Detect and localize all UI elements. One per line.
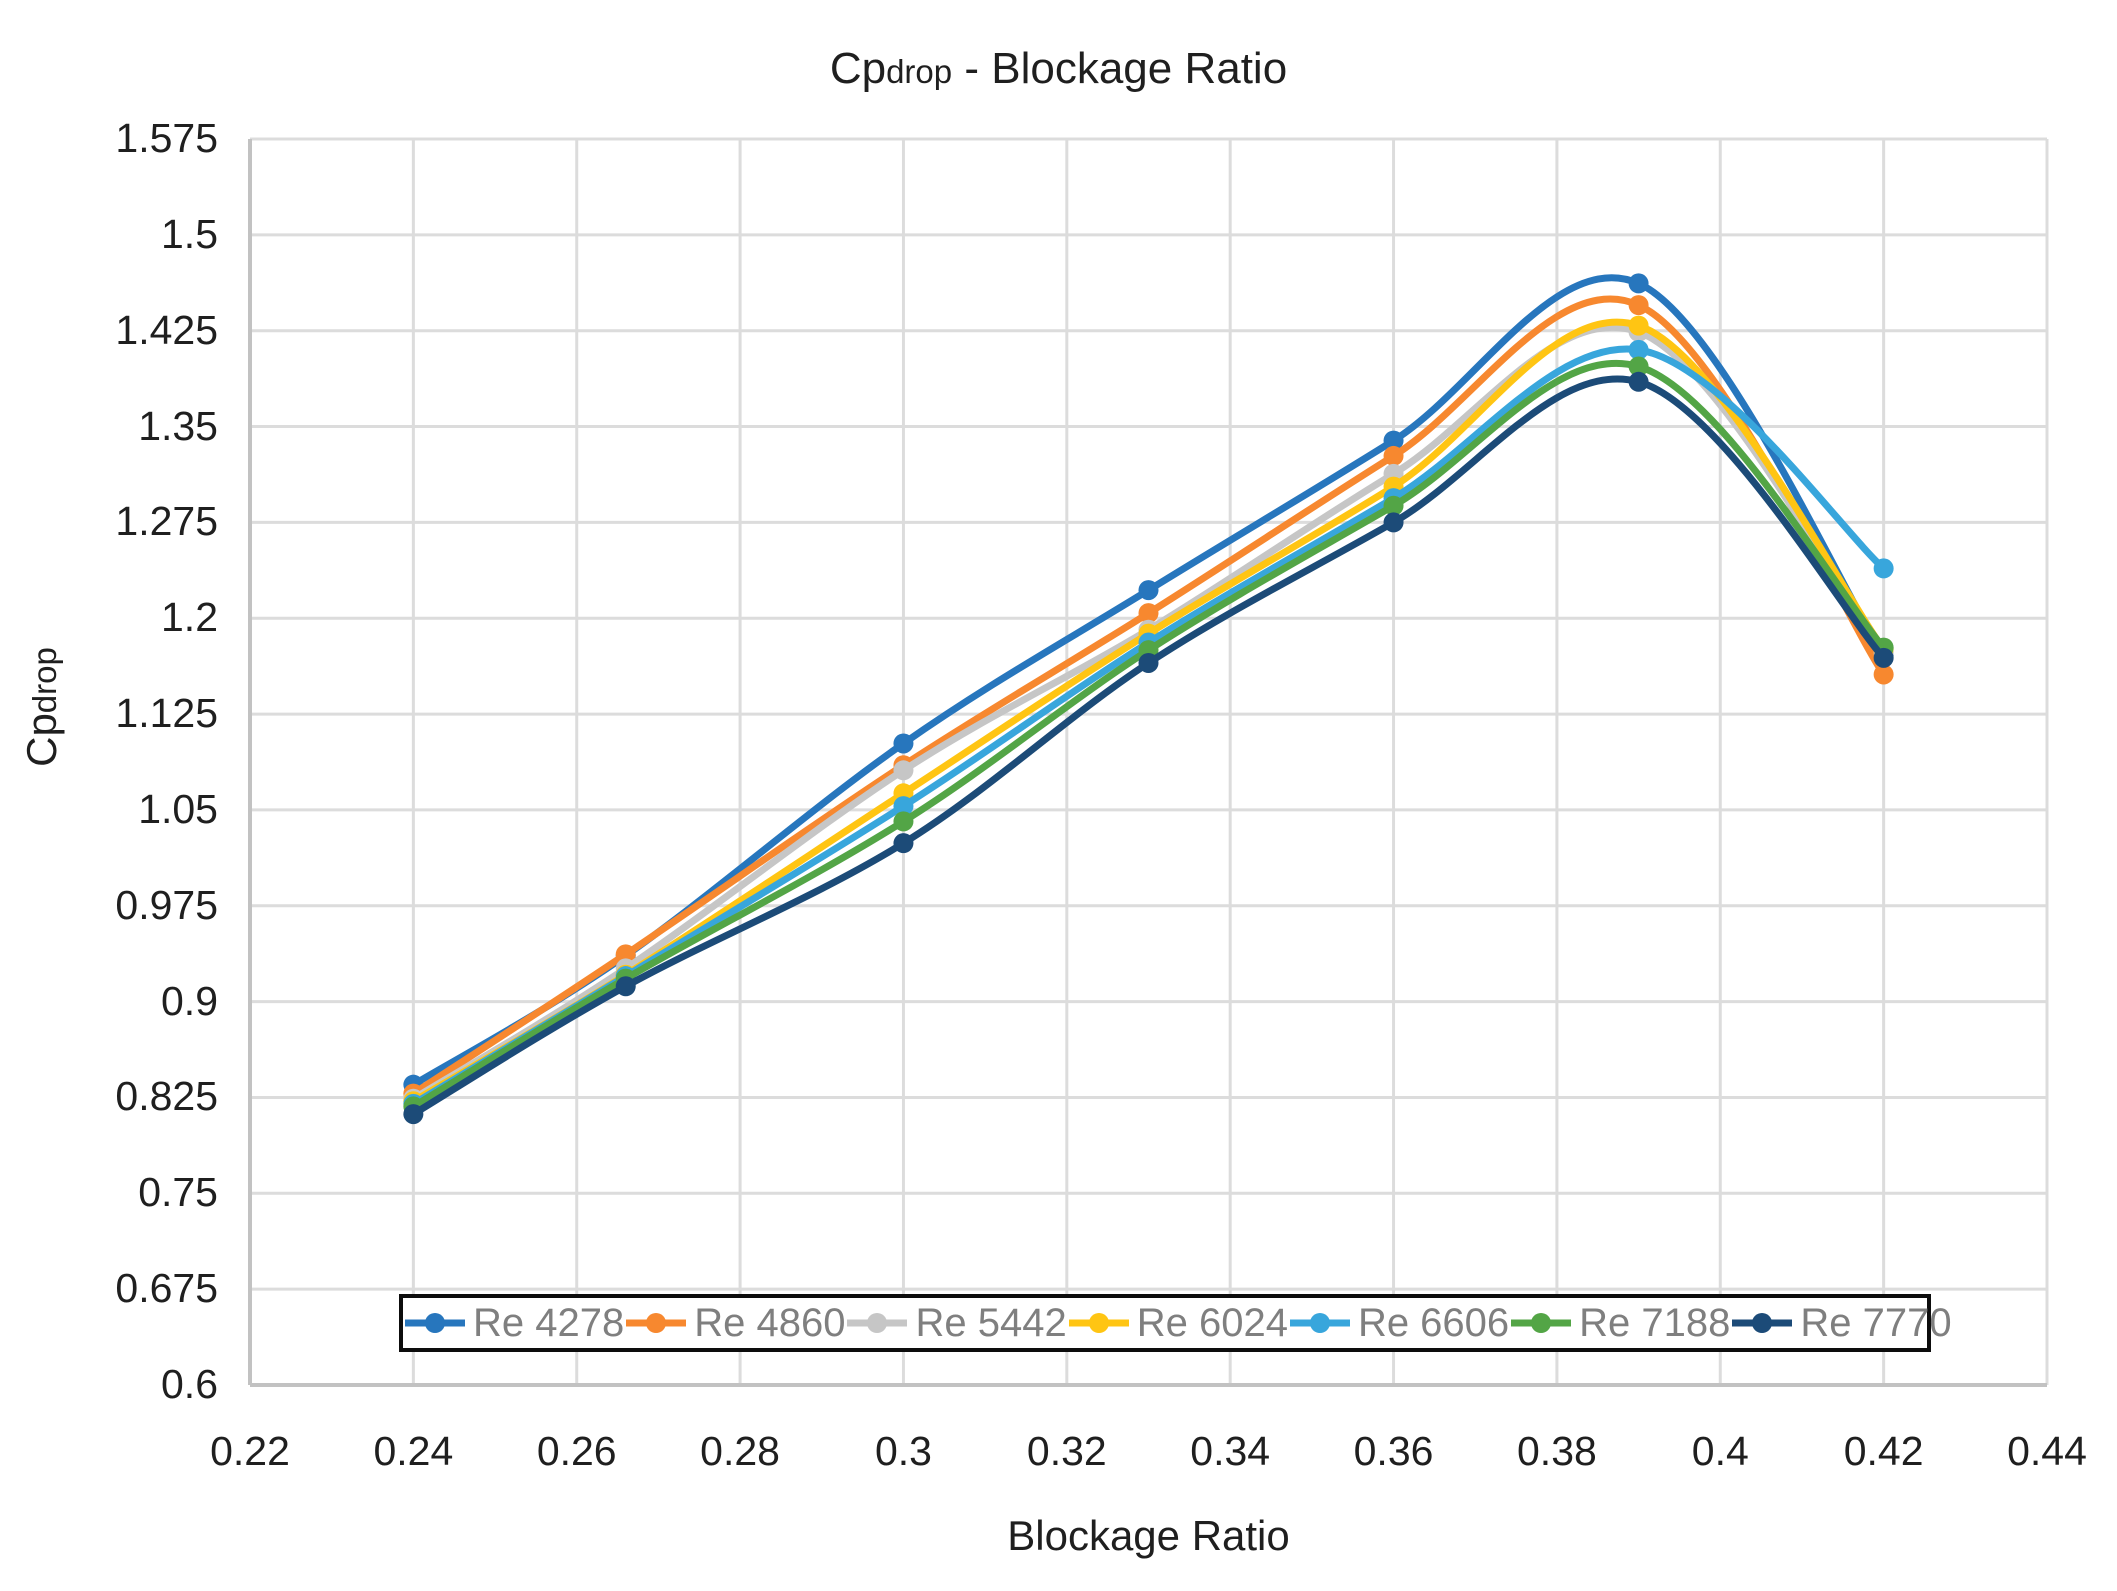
x-tick-label: 0.22: [210, 1428, 290, 1474]
legend-item-re-7770: Re 7770: [1730, 1300, 1952, 1346]
legend-item-label: Re 6606: [1357, 1300, 1510, 1345]
legend-item-re-5442: Re 5442: [845, 1300, 1067, 1346]
legend-item-re-4278: Re 4278: [403, 1301, 624, 1346]
data-point: [1873, 647, 1894, 668]
legend-item-label: Re 7188: [1579, 1300, 1731, 1345]
y-tick-label: 1.125: [115, 690, 218, 737]
series-line-re-4860: [409, 295, 1888, 1098]
data-point: [1383, 430, 1404, 451]
data-point: [1383, 512, 1404, 533]
legend-item-re-7188: Re 7188: [1509, 1301, 1730, 1346]
data-point: [1138, 580, 1159, 601]
data-point: [1138, 603, 1159, 624]
legend-marker-icon: [1511, 1313, 1572, 1333]
data-point: [1138, 652, 1159, 673]
legend-item-label: Re 7770: [1800, 1300, 1952, 1345]
y-tick-label: 1.275: [115, 498, 218, 545]
y-tick-label: 0.675: [115, 1265, 218, 1312]
legend-item-re-6606: Re 6606: [1288, 1301, 1509, 1346]
x-tick-label: 0.42: [1843, 1428, 1924, 1474]
x-tick-label: 0.28: [700, 1428, 780, 1474]
series-line-re-7188: [409, 359, 1888, 1110]
y-tick-label: 1.425: [115, 306, 218, 353]
data-point: [1873, 664, 1894, 685]
data-point: [1383, 495, 1404, 516]
y-tick-label: 1.05: [138, 785, 218, 832]
data-point: [403, 1104, 424, 1125]
data-point: [893, 733, 914, 754]
y-tick-label: 0.825: [115, 1073, 218, 1120]
y-tick-label: 0.9: [161, 977, 218, 1024]
legend-marker-icon: [1289, 1313, 1350, 1333]
x-tick-label: 0.3: [874, 1428, 932, 1474]
legend-marker-icon: [626, 1313, 687, 1333]
y-tick-label: 1.5: [161, 210, 218, 257]
legend-item-label: Re 4860: [694, 1300, 846, 1345]
data-point: [893, 833, 914, 854]
chart-title: Cpdrop - Blockage Ratio: [829, 44, 1288, 93]
x-tick-label: 0.4: [1691, 1428, 1749, 1474]
y-tick-label: 0.75: [138, 1169, 218, 1216]
data-point: [1628, 339, 1649, 360]
x-tick-label: 0.38: [1517, 1428, 1597, 1474]
x-tick-label: 0.44: [2007, 1428, 2087, 1474]
y-tick-label: 0.975: [115, 881, 218, 928]
y-tick-label: 1.575: [115, 115, 218, 161]
data-point: [1628, 356, 1649, 377]
y-tick-label: 1.35: [138, 402, 218, 449]
legend-marker-icon: [1732, 1313, 1793, 1333]
data-point: [893, 811, 914, 832]
x-axis-title: Blockage Ratio: [1007, 1512, 1290, 1559]
data-point: [1628, 371, 1649, 392]
data-point: [1383, 445, 1404, 466]
legend-item-re-4860: Re 4860: [624, 1301, 845, 1346]
data-point: [615, 944, 636, 965]
x-tick-label: 0.26: [536, 1428, 617, 1474]
y-tick-label: 0.6: [161, 1361, 218, 1407]
legend-item-label: Re 4278: [473, 1300, 625, 1345]
x-tick-label: 0.36: [1353, 1428, 1434, 1474]
data-point: [893, 760, 914, 781]
y-tick-label: 1.2: [161, 594, 218, 641]
legend-marker-icon: [847, 1313, 908, 1333]
data-point: [615, 976, 636, 997]
x-tick-label: 0.32: [1026, 1428, 1107, 1474]
legend: Re 4278 Re 4860 Re 5442 Re 6024 Re 6606 Re 71…: [399, 1294, 1952, 1352]
legend-item-label: Re 6024: [1136, 1300, 1288, 1345]
legend-item-re-6024: Re 6024: [1067, 1301, 1288, 1346]
legend-item-label: Re 5442: [915, 1300, 1067, 1345]
data-point: [1873, 558, 1894, 579]
legend-marker-icon: [405, 1313, 465, 1333]
legend-marker-icon: [1068, 1313, 1129, 1333]
data-point: [1628, 315, 1649, 336]
series-line-re-7770: [409, 375, 1888, 1118]
data-point: [1628, 273, 1649, 294]
data-point: [1628, 295, 1649, 316]
data-point: [893, 796, 914, 817]
x-tick-label: 0.34: [1190, 1428, 1271, 1474]
x-tick-label: 0.24: [373, 1428, 454, 1474]
